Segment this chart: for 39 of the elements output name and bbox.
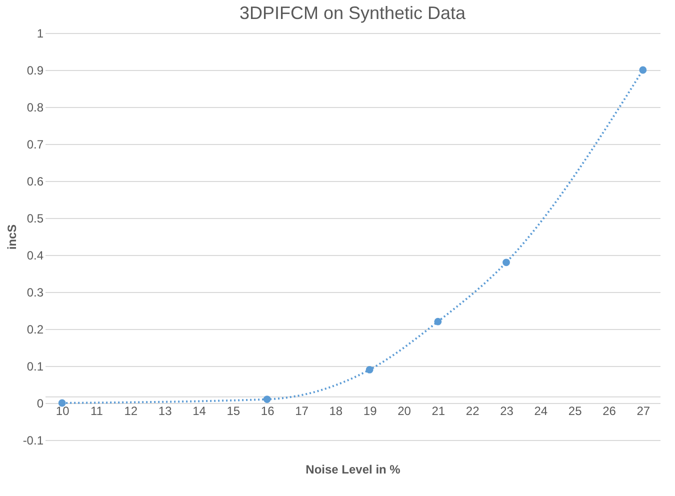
chart-title: 3DPIFCM on Synthetic Data <box>239 3 467 23</box>
y-tick-label: -0.1 <box>22 434 44 448</box>
y-tick-label: 0.2 <box>26 322 44 336</box>
x-tick-label: 17 <box>295 404 309 418</box>
x-tick-label: 19 <box>363 404 378 418</box>
x-axis-title: Noise Level in % <box>306 462 401 476</box>
x-tick-label: 12 <box>124 404 138 418</box>
point <box>58 399 66 407</box>
x-tick-label: 15 <box>226 404 240 418</box>
y-tick-label: 0.8 <box>26 100 44 114</box>
x-tick-label: 23 <box>500 404 514 418</box>
point <box>366 366 374 374</box>
x-tick-label: 21 <box>432 404 446 418</box>
x-tick-label: 22 <box>466 404 480 418</box>
y-tick-label: 0.5 <box>26 212 44 226</box>
x-tick-label: 13 <box>158 404 172 418</box>
y-tick-label: 1 <box>36 26 44 40</box>
y-tick-label: 0.9 <box>26 64 44 78</box>
x-tick-label: 14 <box>192 404 206 418</box>
x-tick-label: 20 <box>398 404 412 418</box>
point <box>502 258 510 266</box>
x-tick-label: 27 <box>636 404 650 418</box>
y-tick-label: 0.3 <box>26 286 44 300</box>
x-tick-label: 26 <box>602 404 616 418</box>
point <box>639 66 647 74</box>
y-tick-label: 0.6 <box>26 174 44 188</box>
x-tick-label: 18 <box>329 404 343 418</box>
x-tick-label: 25 <box>568 404 582 418</box>
y-tick-label: 0.1 <box>26 360 44 374</box>
x-tick-label: 10 <box>56 404 70 418</box>
y-tick-label: 0.7 <box>26 138 44 152</box>
point <box>434 318 442 326</box>
y-tick-label: 0.4 <box>26 248 44 262</box>
y-tick-label: 0 <box>36 396 44 410</box>
y-axis-title: incS <box>4 224 19 250</box>
x-tick-label: 11 <box>90 404 104 418</box>
point <box>263 396 271 403</box>
x-tick-label: 24 <box>534 404 548 418</box>
x-tick-label: 16 <box>260 404 275 418</box>
